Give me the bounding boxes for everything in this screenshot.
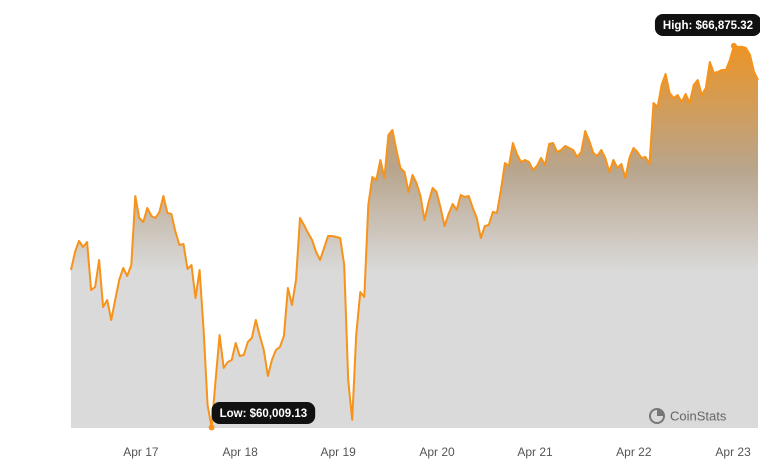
watermark-icon-part <box>657 409 664 416</box>
price-line <box>70 44 759 429</box>
x-tick-label: Apr 23 <box>715 445 751 459</box>
high-tooltip: High: $66,875.32 <box>654 14 760 36</box>
area <box>71 45 758 429</box>
x-tick-label: Apr 17 <box>123 445 159 459</box>
low-tooltip-text: Low: $60,009.13 <box>220 408 308 420</box>
watermark-text: CoinStats <box>670 408 727 423</box>
watermark: CoinStats <box>649 408 727 424</box>
high-marker <box>730 42 737 49</box>
x-tick-label: Apr 21 <box>517 445 553 459</box>
high-tooltip-text: High: $66,875.32 <box>663 20 753 32</box>
x-tick-label: Apr 19 <box>320 445 356 459</box>
high-tooltip-box <box>654 14 760 36</box>
low-tooltip-box <box>211 402 316 424</box>
x-tick-label: Apr 18 <box>222 445 258 459</box>
x-tick-label: Apr 22 <box>616 445 652 459</box>
low-tooltip: Low: $60,009.13 <box>211 402 316 424</box>
x-tick-label: Apr 20 <box>419 445 455 459</box>
low-marker <box>208 424 215 431</box>
